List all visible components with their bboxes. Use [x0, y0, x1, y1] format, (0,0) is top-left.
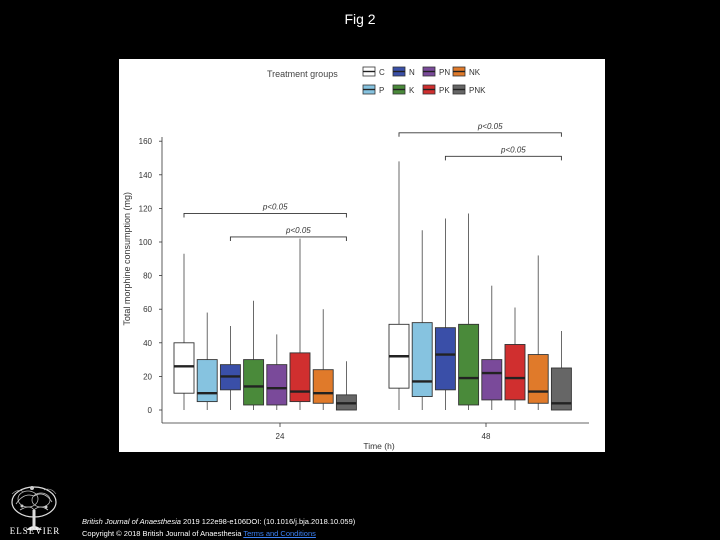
significance-bracket: p<0.05: [398, 122, 562, 137]
citation-line: British Journal of Anaesthesia 2019 122e…: [82, 516, 355, 528]
box-NK: [312, 369, 334, 404]
publisher-name: ELSEVIER: [9, 526, 61, 536]
legend-label: PN: [439, 68, 450, 77]
copyright-text: Copyright © 2018 British Journal of Anae…: [82, 529, 244, 538]
y-tick-label: 0: [148, 406, 153, 415]
x-tick-label: 48: [482, 432, 491, 441]
box-K: [458, 323, 480, 406]
legend-entry-P: P: [362, 84, 384, 95]
y-axis-label: Total morphine consumption (mg): [122, 192, 132, 326]
y-tick-label: 20: [143, 372, 152, 381]
bracket-line: [183, 212, 347, 218]
y-tick-label: 80: [143, 272, 152, 281]
bracket-line: [229, 236, 347, 241]
box-P: [411, 322, 433, 398]
legend-entry-PN: PN: [422, 66, 450, 77]
box-PK: [504, 344, 526, 401]
x-axis-label: Time (h): [363, 441, 394, 451]
box-PK: [289, 352, 311, 403]
legend-label: PNK: [469, 86, 486, 95]
significance-label: p<0.05: [500, 145, 526, 154]
legend-entry-NK: NK: [452, 66, 481, 77]
box-plot-chart: 0 20 40 60 80 100 120 140 160 Total morphine cons…: [122, 66, 589, 451]
significance-label: p<0.05: [477, 122, 503, 131]
legend-label: K: [409, 86, 415, 95]
legend-entry-N: N: [392, 66, 415, 77]
terms-link[interactable]: Terms and Conditions: [243, 529, 316, 538]
legend-label: NK: [469, 68, 481, 77]
box-N: [434, 327, 456, 391]
legend-label: P: [379, 86, 384, 95]
box-PN: [266, 364, 288, 406]
y-tick-label: 160: [139, 137, 153, 146]
significance-bracket: p<0.05: [183, 202, 347, 218]
x-tick-label: 24: [276, 432, 285, 441]
box-K: [243, 359, 265, 406]
significance-label: p<0.05: [285, 226, 311, 235]
journal-name: British Journal of Anaesthesia: [82, 517, 181, 526]
box-NK: [527, 354, 549, 404]
y-tick-label: 60: [143, 305, 152, 314]
citation-details: 2019 122e98-e106DOI: (10.1016/j.bja.2018…: [180, 517, 356, 526]
legend-label: PK: [439, 86, 450, 95]
elsevier-tree-logo-icon: [4, 482, 64, 532]
legend-entry-PNK: PNK: [452, 84, 486, 95]
citation: British Journal of Anaesthesia 2019 122e…: [82, 516, 355, 540]
significance-bracket: p<0.05: [229, 226, 347, 241]
box-PNK: [550, 367, 572, 411]
box-P: [196, 359, 218, 403]
bracket-line: [398, 132, 562, 137]
y-tick-label: 40: [143, 339, 152, 348]
box-C: [173, 342, 195, 394]
significance-label: p<0.05: [262, 202, 288, 211]
y-tick-label: 140: [139, 171, 153, 180]
bracket-line: [444, 155, 562, 161]
legend-entry-C: C: [362, 66, 385, 77]
legend-label: N: [409, 68, 415, 77]
figure-panel: 0 20 40 60 80 100 120 140 160 Total morphine cons…: [119, 59, 605, 452]
legend-entry-K: K: [392, 84, 415, 95]
copyright-line: Copyright © 2018 British Journal of Anae…: [82, 528, 355, 540]
legend-title: Treatment groups: [267, 69, 338, 79]
legend-entry-PK: PK: [422, 84, 450, 95]
y-tick-label: 100: [139, 238, 153, 247]
legend-label: C: [379, 68, 385, 77]
slide-title: Fig 2: [344, 11, 376, 27]
box-PN: [481, 359, 503, 401]
y-tick-label: 120: [139, 204, 153, 213]
significance-bracket: p<0.05: [444, 145, 562, 161]
